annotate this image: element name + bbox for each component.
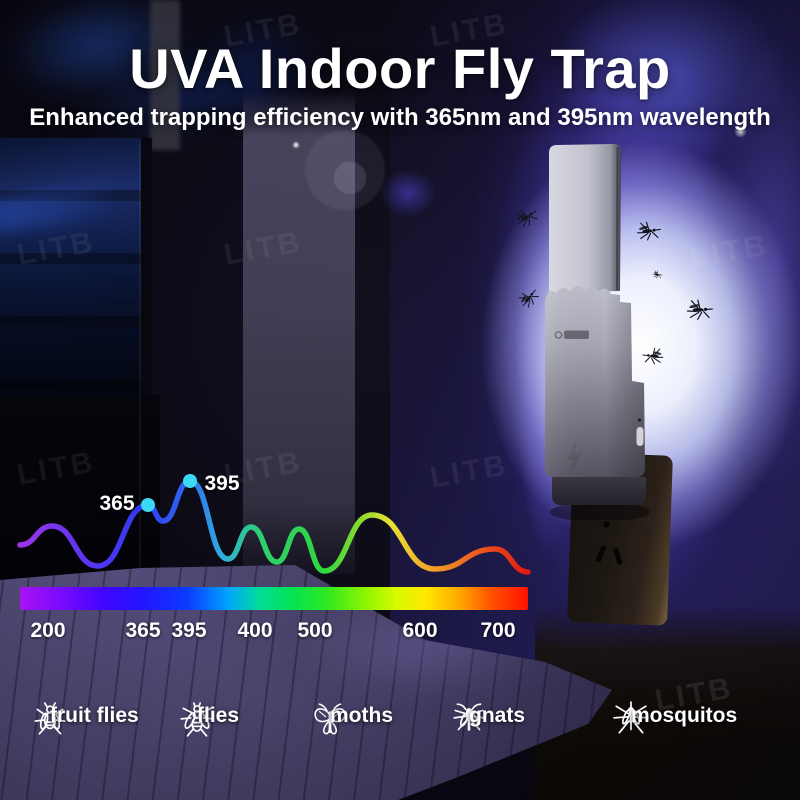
lens-flare-dot [291,140,301,150]
outlet-socket-slot [612,547,623,566]
device-shadow [550,502,650,520]
device-body-shading [545,285,645,477]
fly-trap-device [545,144,650,520]
card-edge-shade [616,146,619,291]
wall-corner-line [139,140,141,570]
mosquito-silhouette [636,220,662,242]
wall-edge [150,0,180,150]
device-logo [554,330,589,339]
device-plug-base [552,477,646,505]
axis-tick-500: 500 [297,619,333,642]
insect-label: fruit flies [50,704,139,727]
lens-flare-circle [320,148,380,208]
moth-icon [314,703,346,735]
axis-tick-395: 395 [171,619,207,642]
page-subtitle: Enhanced trapping efficiency with 365nm … [29,104,771,131]
insect-label: gnats [469,704,526,727]
page-title: UVA Indoor Fly Trap [129,37,671,100]
lens-flare-blob [372,162,444,224]
insect-label: moths [330,704,393,727]
peak-label-365: 365 [99,492,135,515]
peak-label-395: 395 [204,472,240,495]
outlet-socket-hole [603,521,610,528]
axis-tick-400: 400 [237,619,273,642]
wavelength-wave-chart [17,474,531,575]
outlet-socket-slot [595,545,607,563]
wave-path [17,478,531,575]
marker-dot-365 [141,498,155,512]
indicator-hole [637,418,642,422]
fruit-fly-icon [34,702,66,735]
insect-label: mosquitos [631,704,738,727]
power-switch [636,427,644,446]
spectrum-colorbar [20,587,528,610]
sticky-card [549,144,621,293]
axis-tick-700: 700 [480,619,516,642]
gnat-icon [453,703,485,731]
mosquito-icon [613,701,649,734]
lens-flare-dot [733,124,748,139]
bolt-emboss [567,437,583,477]
window [0,138,152,400]
axis-tick-200: 200 [30,619,66,642]
insect-label: flies [197,704,240,727]
marker-dot-395 [183,474,197,488]
axis-tick-600: 600 [402,619,438,642]
fly-icon [180,702,214,737]
axis-tick-365: 365 [125,619,161,642]
